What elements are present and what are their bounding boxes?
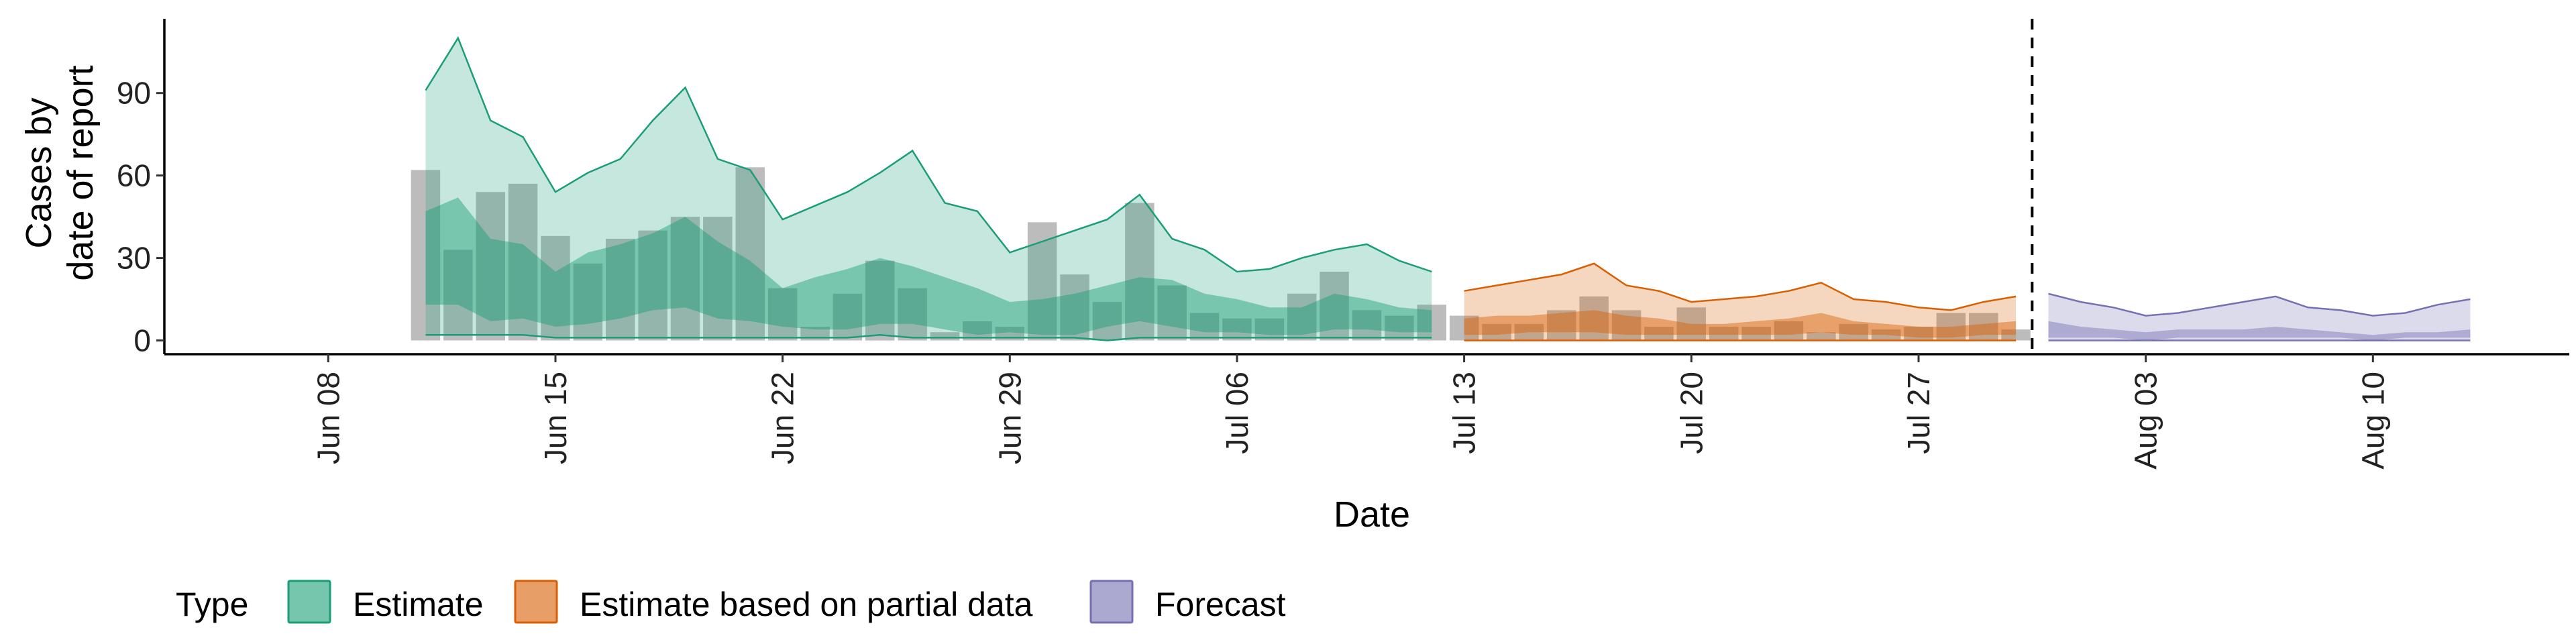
reported-cases-bar bbox=[1222, 318, 1252, 341]
estimate-inner-band bbox=[425, 197, 1432, 335]
reported-cases-bar bbox=[703, 217, 733, 341]
legend-label-partial: Estimate based on partial data bbox=[580, 586, 1033, 623]
legend-label-forecast: Forecast bbox=[1155, 586, 1286, 623]
estimate-outer-band bbox=[425, 38, 1432, 341]
reported-cases-bar bbox=[1352, 310, 1382, 341]
partial-upper-line bbox=[1464, 262, 2017, 311]
reported-cases-bar bbox=[1092, 302, 1122, 341]
x-axis-title: Date bbox=[1334, 494, 1410, 535]
reported-cases-bar bbox=[767, 288, 798, 341]
reported-cases-bar bbox=[1287, 293, 1317, 341]
x-tick-label: Jun 29 bbox=[992, 372, 1027, 464]
estimate-lower-line bbox=[425, 334, 1432, 341]
reported-cases-bar bbox=[1774, 321, 1804, 341]
reported-cases-bar bbox=[1741, 327, 1771, 341]
x-tick-label: Jul 06 bbox=[1220, 372, 1254, 454]
legend-swatch-forecast bbox=[1089, 580, 1134, 624]
reported-cases-bar bbox=[638, 230, 667, 341]
y-tick-label: 0 bbox=[133, 323, 151, 358]
x-tick-label: Jul 20 bbox=[1674, 372, 1709, 454]
partial-inner-band bbox=[1464, 310, 2017, 338]
reported-cases-bar bbox=[1482, 323, 1511, 341]
reported-cases-bar bbox=[1676, 307, 1706, 341]
y-axis-title-line-1: Cases by bbox=[19, 97, 59, 248]
partial-outer-band bbox=[1464, 263, 2017, 341]
reported-cases-bar bbox=[1644, 327, 1674, 341]
reported-cases-bar bbox=[1254, 318, 1285, 341]
reported-cases-bar bbox=[1871, 329, 1901, 341]
x-tick-label: Jun 15 bbox=[538, 372, 573, 464]
estimate-bands bbox=[425, 36, 2471, 341]
reported-cases-bar bbox=[898, 288, 927, 341]
x-tick-label: Jun 22 bbox=[765, 372, 800, 464]
legend-title: Type bbox=[176, 586, 248, 623]
reported-cases-bar bbox=[1417, 305, 1446, 341]
reported-cases-bar bbox=[1807, 332, 1836, 341]
legend: Type Estimate Estimate based on partial … bbox=[176, 580, 1286, 624]
reported-cases-bar bbox=[1547, 310, 1576, 341]
reported-cases-bar bbox=[508, 183, 538, 341]
axes: 0 30 60 90 Jun 08 Jun 15 Jun 22 Jun 29 Jul 06 Jul… bbox=[117, 19, 2569, 470]
y-tick-label: 30 bbox=[117, 241, 151, 276]
legend-swatch-partial bbox=[514, 580, 558, 624]
reported-cases-bar bbox=[1125, 203, 1155, 341]
reported-cases-bar bbox=[606, 238, 635, 341]
reported-cases-bar bbox=[1060, 274, 1089, 341]
reported-cases-bar bbox=[1157, 285, 1187, 341]
reported-cases-bar bbox=[2001, 329, 2031, 341]
x-tick-label: Aug 03 bbox=[2129, 372, 2163, 470]
x-tick-label: Aug 10 bbox=[2355, 372, 2390, 470]
reported-cases-bar bbox=[1385, 315, 1414, 341]
forecast-upper-line bbox=[2048, 292, 2471, 317]
reported-cases-bar bbox=[833, 293, 863, 341]
legend-swatch-estimate bbox=[287, 580, 331, 624]
forecast-outer-band bbox=[2048, 293, 2471, 341]
forecast-inner-band bbox=[2048, 321, 2471, 341]
reported-cases-bar bbox=[573, 263, 603, 341]
reported-cases-bar bbox=[1611, 310, 1642, 341]
reported-cases-bar bbox=[735, 167, 765, 341]
reported-cases-bar bbox=[1189, 313, 1220, 341]
x-tick-label: Jun 08 bbox=[311, 372, 345, 464]
reported-cases-bar bbox=[541, 235, 570, 341]
reported-cases-bar bbox=[443, 250, 473, 341]
estimate-upper-line bbox=[425, 36, 1432, 273]
y-axis-title-line-2: date of report bbox=[60, 65, 101, 280]
reported-cases-bar bbox=[1839, 323, 1868, 341]
reported-cases-bar bbox=[1904, 327, 1933, 341]
reported-cases-bar bbox=[411, 170, 441, 341]
reported-cases-bar bbox=[1936, 313, 1966, 341]
reported-cases-bar bbox=[1969, 313, 1998, 341]
x-tick-label: Jul 27 bbox=[1901, 372, 1936, 454]
reported-cases-bar bbox=[865, 260, 895, 341]
reported-cases-bar bbox=[670, 217, 700, 341]
reported-cases-bar bbox=[476, 192, 505, 341]
reported-cases-bar bbox=[1709, 327, 1739, 341]
x-tick-label: Jul 13 bbox=[1447, 372, 1482, 454]
reported-cases-bar bbox=[1514, 323, 1544, 341]
reported-cases-bar bbox=[1320, 272, 1349, 341]
y-tick-label: 90 bbox=[117, 76, 151, 111]
y-tick-label: 60 bbox=[117, 158, 151, 193]
reported-cases-bars bbox=[411, 167, 2031, 341]
reported-cases-bar bbox=[1449, 315, 1479, 341]
y-axis-title: Cases by date of report bbox=[19, 65, 101, 280]
legend-label-estimate: Estimate bbox=[353, 586, 484, 623]
reported-cases-bar bbox=[1579, 296, 1609, 341]
